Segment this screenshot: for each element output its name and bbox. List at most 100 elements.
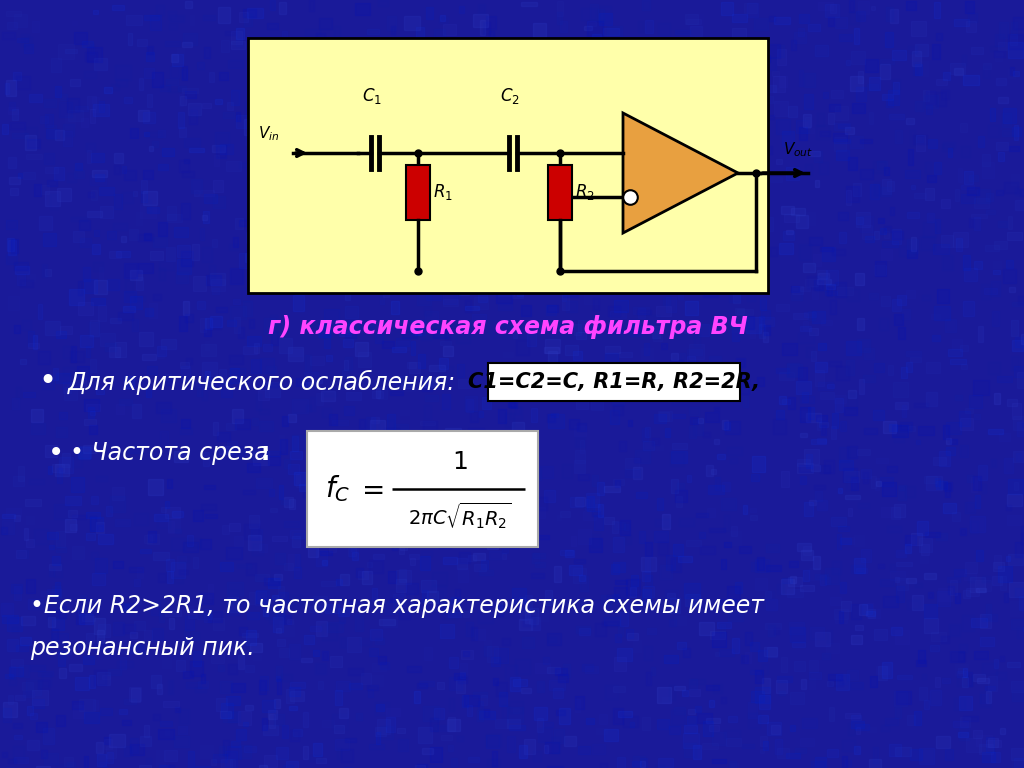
Bar (693, 387, 702, 395)
Bar (964, 573, 976, 580)
Bar (776, 304, 788, 312)
Bar (97, 525, 102, 531)
Bar (72, 546, 84, 558)
Bar (283, 59, 297, 71)
Bar (873, 265, 887, 275)
Bar (837, 287, 853, 294)
Bar (232, 237, 239, 247)
Bar (252, 520, 260, 525)
Bar (502, 545, 509, 553)
Bar (544, 745, 548, 753)
Bar (845, 713, 860, 718)
Bar (465, 266, 480, 275)
Bar (86, 533, 94, 540)
Bar (106, 230, 116, 239)
Bar (863, 428, 878, 434)
Bar (690, 417, 698, 424)
Bar (245, 136, 256, 145)
Bar (615, 230, 629, 234)
Bar (512, 132, 524, 140)
Bar (1000, 728, 1006, 734)
Bar (844, 471, 859, 482)
Bar (270, 0, 275, 10)
Bar (360, 126, 366, 137)
Bar (1, 603, 12, 616)
Bar (557, 63, 572, 76)
Bar (276, 605, 284, 617)
Bar (945, 749, 953, 760)
Bar (825, 577, 829, 584)
Bar (167, 214, 181, 222)
Bar (736, 183, 748, 190)
Bar (270, 570, 280, 581)
Bar (956, 237, 962, 251)
Bar (449, 612, 461, 617)
Bar (773, 76, 785, 91)
Bar (96, 522, 104, 533)
Bar (919, 61, 928, 76)
Bar (515, 113, 520, 118)
Bar (75, 106, 88, 111)
Bar (602, 50, 609, 62)
Bar (32, 409, 43, 422)
Bar (606, 26, 622, 41)
Bar (409, 282, 413, 286)
Bar (237, 28, 245, 38)
Bar (213, 180, 223, 192)
Bar (517, 283, 523, 296)
Bar (340, 637, 345, 647)
Bar (229, 306, 246, 319)
Bar (851, 635, 862, 644)
Bar (785, 167, 799, 180)
Bar (19, 665, 29, 677)
Bar (249, 592, 255, 604)
Bar (415, 516, 430, 528)
Bar (398, 547, 403, 554)
Bar (151, 15, 161, 30)
Bar (676, 109, 691, 116)
Bar (420, 440, 434, 452)
Bar (817, 280, 831, 283)
Bar (488, 112, 495, 122)
Bar (234, 317, 240, 333)
Bar (548, 415, 564, 429)
Bar (262, 700, 274, 712)
Bar (944, 482, 952, 491)
Bar (738, 271, 749, 282)
Bar (247, 462, 260, 472)
Bar (90, 411, 95, 415)
Bar (116, 251, 130, 257)
Bar (637, 310, 651, 314)
Bar (319, 551, 332, 555)
Bar (757, 557, 764, 570)
Bar (343, 601, 358, 607)
Bar (842, 740, 855, 750)
Bar (139, 332, 153, 346)
Bar (377, 509, 389, 518)
Bar (49, 569, 53, 576)
Bar (975, 415, 980, 419)
Bar (390, 391, 403, 395)
Bar (515, 660, 529, 674)
Bar (685, 222, 698, 236)
Bar (908, 46, 916, 52)
Bar (396, 338, 410, 346)
Bar (325, 334, 330, 348)
Bar (874, 182, 881, 195)
Bar (525, 162, 542, 176)
Bar (580, 440, 585, 453)
Bar (163, 701, 178, 707)
Bar (569, 565, 582, 575)
Bar (776, 160, 781, 164)
Bar (366, 79, 374, 90)
Bar (614, 47, 629, 61)
Bar (827, 630, 831, 643)
Bar (974, 198, 988, 207)
Bar (370, 528, 383, 539)
Bar (986, 737, 994, 752)
Bar (152, 72, 163, 88)
Bar (603, 517, 613, 524)
Bar (275, 746, 288, 759)
Bar (800, 244, 811, 260)
Bar (134, 513, 147, 525)
